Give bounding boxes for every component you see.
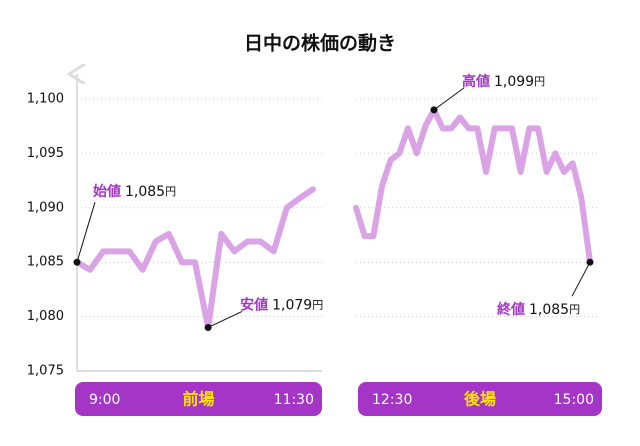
marker-dot (204, 323, 212, 331)
leader-line (76, 202, 96, 263)
leader-line (433, 87, 465, 111)
session-name: 後場 (464, 390, 496, 409)
annotation-unit: 円 (165, 185, 176, 198)
y-tick-label: 1,090 (27, 200, 64, 215)
session-bar (358, 382, 602, 416)
annotation: 高値 1,099円 (462, 73, 545, 90)
annotation: 安値 1,079円 (240, 296, 323, 313)
marker-dot (586, 258, 594, 266)
y-tick-label: 1,075 (27, 364, 64, 379)
price-line (353, 106, 593, 266)
chart-title: 日中の株価の動き (244, 32, 396, 55)
annotation-value: 1,085 (125, 184, 165, 200)
annotation-value: 1,079 (272, 297, 312, 313)
annotation-label: 始値 (93, 183, 121, 200)
annotation-unit: 円 (534, 75, 545, 88)
annotation: 始値 1,085円 (93, 183, 176, 200)
session-end: 15:00 (554, 392, 594, 408)
y-tick-label: 1,095 (27, 146, 64, 161)
y-tick-label: 1,100 (27, 92, 64, 107)
annotation-unit: 円 (312, 298, 323, 311)
annotation-label: 高値 (462, 73, 490, 90)
y-tick-label: 1,085 (27, 255, 64, 270)
session-name: 前場 (182, 390, 214, 409)
session-start: 9:00 (89, 392, 120, 408)
annotation-label: 安値 (240, 296, 268, 313)
annotation-value: 1,099 (494, 74, 534, 90)
session-end: 11:30 (274, 392, 314, 408)
annotation: 終値 1,085円 (497, 301, 580, 318)
y-tick-label: 1,080 (27, 309, 64, 324)
annotation-unit: 円 (569, 303, 580, 316)
session-start: 12:30 (372, 392, 412, 408)
marker-dot (73, 258, 81, 266)
marker-dot (430, 106, 438, 114)
session-bar (75, 382, 322, 416)
annotation-value: 1,085 (529, 302, 569, 318)
leader-line (207, 311, 243, 328)
price-line (74, 186, 316, 331)
leader-line (571, 261, 591, 297)
annotation-label: 終値 (497, 301, 525, 318)
